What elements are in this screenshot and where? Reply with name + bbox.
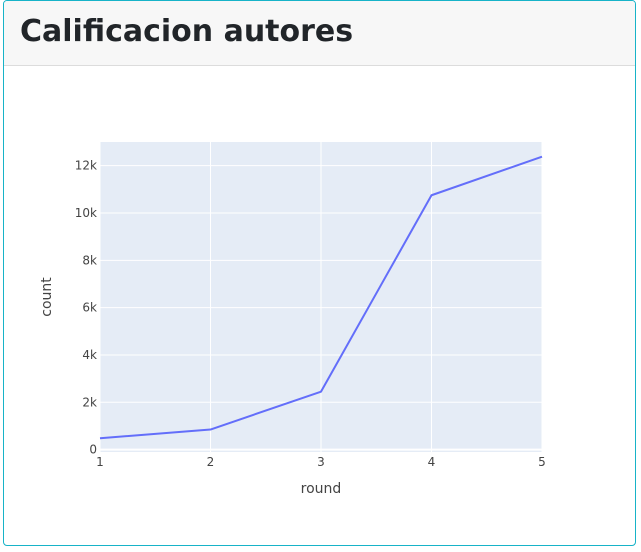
x-tick-label: 3	[317, 455, 325, 469]
card-header: Calificacion autores	[4, 1, 635, 66]
x-tick-label: 1	[96, 455, 104, 469]
data-point[interactable]	[97, 435, 103, 441]
x-tick-label: 4	[428, 455, 436, 469]
y-tick-label: 6k	[82, 301, 97, 315]
gridlines	[99, 142, 543, 452]
series-layer	[97, 154, 545, 441]
data-point[interactable]	[539, 154, 545, 160]
x-axis-title: round	[301, 481, 342, 497]
data-point[interactable]	[318, 389, 324, 395]
y-tick-label: 2k	[82, 395, 97, 409]
y-tick-label: 4k	[82, 348, 97, 362]
data-point[interactable]	[429, 192, 435, 198]
x-tick-label: 5	[538, 455, 546, 469]
y-tick-label: 10k	[75, 206, 97, 220]
data-point[interactable]	[208, 427, 214, 433]
x-tick-label: 2	[207, 455, 215, 469]
series-line	[99, 155, 543, 440]
y-axis-title: count	[39, 277, 55, 317]
y-tick-label: 8k	[82, 253, 97, 267]
tick-labels: 1 2 3 4 5 0 2k 4k 6k 8k 10k 12k	[75, 159, 546, 469]
y-tick-label: 12k	[75, 159, 97, 173]
y-tick-label: 0	[89, 443, 97, 457]
card-title: Calificacion autores	[20, 14, 354, 49]
